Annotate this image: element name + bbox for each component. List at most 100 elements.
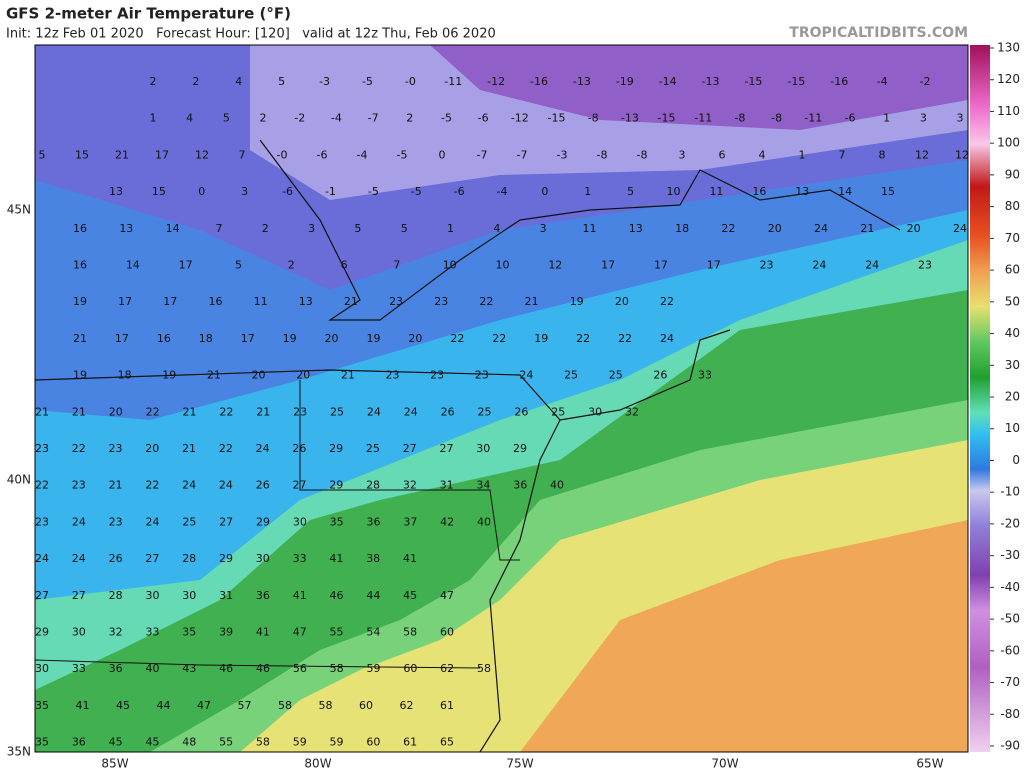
station-value: -6 <box>317 148 328 161</box>
station-value: 59 <box>293 736 307 749</box>
station-value: -4 <box>357 148 368 161</box>
station-value: -8 <box>597 148 608 161</box>
station-value: 40 <box>477 515 491 528</box>
station-value: 30 <box>35 662 49 675</box>
station-value: 22 <box>72 442 86 455</box>
station-value: 3 <box>540 222 547 235</box>
station-value: 24 <box>72 552 86 565</box>
station-value: -15 <box>658 112 676 125</box>
station-value: 26 <box>256 479 270 492</box>
lat-label: 35N <box>7 745 31 759</box>
station-value: 27 <box>403 442 417 455</box>
station-value: 59 <box>330 736 344 749</box>
station-value: 2 <box>262 222 269 235</box>
station-value: 5 <box>223 112 230 125</box>
station-value: 47 <box>197 699 211 712</box>
station-value: 59 <box>367 662 381 675</box>
station-value: 16 <box>208 295 222 308</box>
colorbar-label: -20 <box>1000 516 1020 530</box>
station-value: 12 <box>955 148 969 161</box>
station-value: 4 <box>493 222 500 235</box>
station-value: 24 <box>953 222 967 235</box>
station-value: 45 <box>403 589 417 602</box>
station-value: 24 <box>35 552 49 565</box>
station-value: 27 <box>72 589 86 602</box>
station-value: -3 <box>319 75 330 88</box>
station-value: -4 <box>877 75 888 88</box>
station-value: 45 <box>116 699 130 712</box>
temperature-field <box>35 45 968 752</box>
station-value: 22 <box>219 405 233 418</box>
station-value: 20 <box>907 222 921 235</box>
station-value: 0 <box>198 185 205 198</box>
station-value: 5 <box>401 222 408 235</box>
station-value: 28 <box>182 552 196 565</box>
station-value: 39 <box>219 626 233 639</box>
station-value: 24 <box>219 479 233 492</box>
station-value: 10 <box>667 185 681 198</box>
station-value: 19 <box>534 332 548 345</box>
station-value: 21 <box>525 295 539 308</box>
station-value: 2 <box>260 112 267 125</box>
station-value: 26 <box>514 405 528 418</box>
station-value: -11 <box>804 112 822 125</box>
station-value: 28 <box>109 589 123 602</box>
station-value: 15 <box>152 185 166 198</box>
station-value: 40 <box>146 662 160 675</box>
station-value: 58 <box>278 699 292 712</box>
station-value: 23 <box>35 515 49 528</box>
station-value: 12 <box>548 259 562 272</box>
station-value: 32 <box>109 626 123 639</box>
station-value: -16 <box>830 75 848 88</box>
station-value: 42 <box>440 515 454 528</box>
station-value: 24 <box>256 442 270 455</box>
lon-label: 70W <box>711 757 738 771</box>
station-value: 36 <box>367 515 381 528</box>
station-value: 41 <box>256 626 270 639</box>
lon-label: 75W <box>506 757 533 771</box>
station-value: 22 <box>479 295 493 308</box>
station-value: 33 <box>293 552 307 565</box>
station-value: 8 <box>879 148 886 161</box>
station-value: 58 <box>330 662 344 675</box>
station-value: 30 <box>72 626 86 639</box>
station-value: -3 <box>557 148 568 161</box>
station-value: 17 <box>118 295 132 308</box>
station-value: 21 <box>341 369 355 382</box>
colorbar-label: 120 <box>997 72 1020 86</box>
station-value: 25 <box>551 405 565 418</box>
station-value: 22 <box>618 332 632 345</box>
station-value: 26 <box>441 405 455 418</box>
lon-label: 65W <box>916 757 943 771</box>
station-value: -13 <box>621 112 639 125</box>
station-value: 27 <box>35 589 49 602</box>
station-value: 27 <box>219 515 233 528</box>
station-value: 47 <box>440 589 454 602</box>
station-value: -6 <box>454 185 465 198</box>
station-value: 19 <box>73 295 87 308</box>
station-value: -16 <box>530 75 548 88</box>
station-value: 22 <box>35 479 49 492</box>
station-value: 29 <box>35 626 49 639</box>
station-value: 19 <box>162 369 176 382</box>
station-value: -0 <box>405 75 416 88</box>
station-value: -7 <box>517 148 528 161</box>
station-value: 62 <box>440 662 454 675</box>
station-value: 26 <box>292 442 306 455</box>
station-value: -7 <box>368 112 379 125</box>
station-value: 24 <box>519 369 533 382</box>
station-value: 36 <box>109 662 123 675</box>
station-value: 27 <box>293 479 307 492</box>
station-value: 45 <box>145 736 159 749</box>
station-value: 24 <box>660 332 674 345</box>
station-value: 41 <box>76 699 90 712</box>
station-value: 23 <box>109 515 123 528</box>
colorbar-label: 90 <box>1005 167 1020 181</box>
station-value: 3 <box>241 185 248 198</box>
station-value: 25 <box>478 405 492 418</box>
colorbar-label: 20 <box>1005 390 1020 404</box>
station-value: 60 <box>403 662 417 675</box>
station-value: 18 <box>675 222 689 235</box>
station-value: 33 <box>145 626 159 639</box>
colorbar-label: -40 <box>1000 580 1020 594</box>
